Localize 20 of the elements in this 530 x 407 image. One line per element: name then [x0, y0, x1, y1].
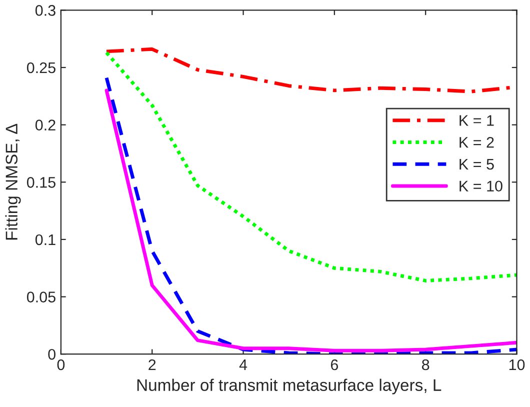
- y-tick-label: 0.25: [26, 62, 56, 74]
- x-tick-label: 8: [422, 359, 430, 370]
- x-tick-label: 2: [148, 359, 156, 370]
- legend-label: K = 1: [460, 115, 494, 126]
- x-tick-label: 6: [330, 359, 338, 370]
- legend-label: K = 5: [460, 159, 494, 170]
- y-axis-title: Fitting NMSE, Δ: [5, 124, 21, 240]
- y-tick-label: 0.2: [35, 120, 56, 130]
- y-tick-label: 0.05: [26, 292, 56, 302]
- y-tick-label: 0.3: [35, 5, 56, 16]
- legend-label: K = 2: [460, 136, 494, 148]
- y-tick-label: 0.15: [26, 177, 56, 188]
- x-tick-label: 0: [57, 359, 65, 370]
- line-series: [104, 50, 517, 282]
- legend-label: K = 10: [460, 180, 502, 192]
- y-tick-label: 0.1: [35, 234, 56, 246]
- y-tick-label: 0: [48, 348, 56, 360]
- x-axis-title: Number of transmit metasurface layers, L: [137, 378, 442, 394]
- x-tick-label: 4: [239, 360, 248, 370]
- x-tick-label: 10: [509, 359, 525, 370]
